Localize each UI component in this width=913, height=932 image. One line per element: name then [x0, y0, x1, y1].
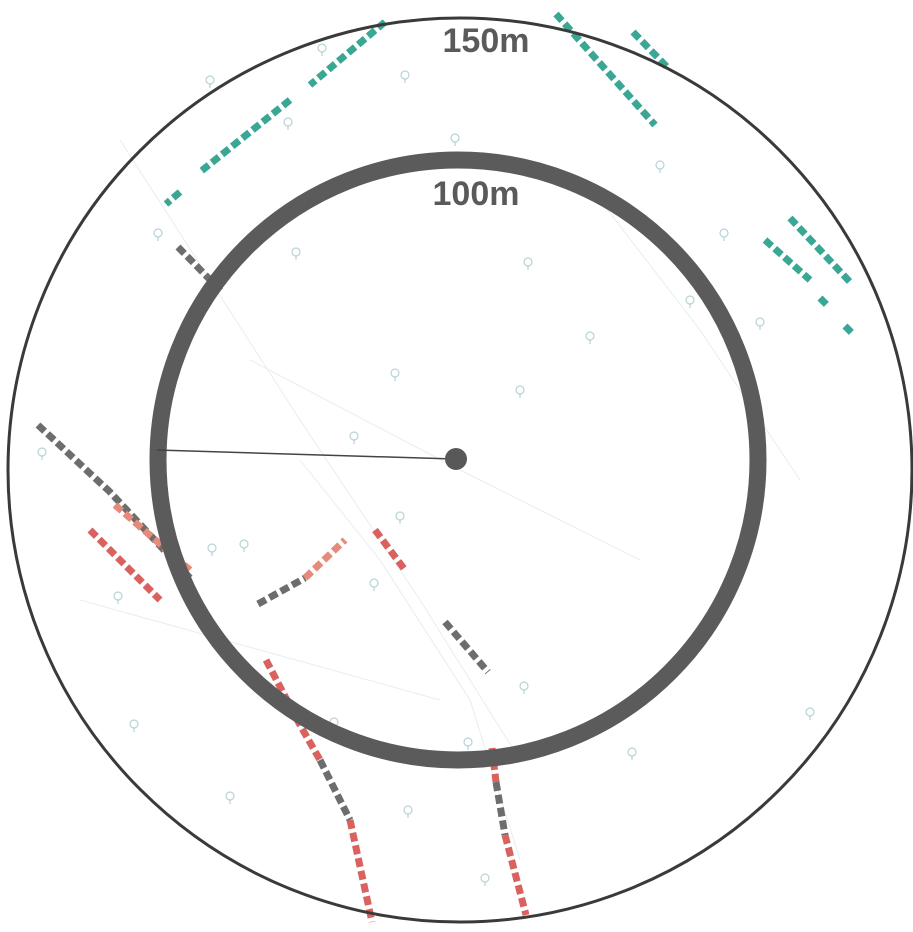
map-pin-icon [207, 543, 217, 556]
trail-teal [817, 295, 831, 309]
trail-gray [316, 758, 354, 822]
radius-ring-100m [149, 151, 767, 769]
trail-gray [492, 781, 509, 836]
map-pin-icon [349, 431, 359, 444]
trail-teal [762, 237, 813, 283]
trail-red [372, 527, 408, 573]
trail-gray [256, 574, 307, 608]
trail-salmon [302, 537, 348, 581]
street [79, 599, 441, 701]
map-pin-icon [655, 160, 665, 173]
street [249, 359, 641, 561]
trail-teal [553, 11, 658, 128]
trail-teal [307, 19, 388, 88]
trail-red [262, 658, 324, 762]
trail-teal [842, 323, 855, 336]
trail-teal [787, 215, 853, 285]
map-pin-icon [515, 385, 525, 398]
map-pin-icon [153, 228, 163, 241]
map-pin-icon [685, 295, 695, 308]
map-pin-icon [395, 511, 405, 524]
map-pin-icon [627, 747, 637, 760]
trail-teal [163, 189, 183, 207]
map-pin-icon [239, 539, 249, 552]
map-pin-icon [585, 331, 595, 344]
map-pin-icon [225, 791, 235, 804]
map-pin-icon [390, 368, 400, 381]
map-pin-icon [205, 75, 215, 88]
map-pin-icon [317, 43, 327, 56]
map-pin-icon [113, 591, 123, 604]
street [599, 199, 801, 481]
map-pin-icon [403, 805, 413, 818]
map-pin-icon [369, 578, 379, 591]
trail-teal [197, 97, 293, 175]
map-pin-icon [519, 681, 529, 694]
map-pin-icon [755, 317, 765, 330]
center-point[interactable] [445, 448, 467, 470]
map-pin-icon [291, 247, 301, 260]
radius-line [156, 449, 455, 460]
trail-teal [630, 29, 671, 71]
map-pin-icon [283, 117, 293, 130]
map-pin-icon [805, 707, 815, 720]
trail-red [87, 527, 163, 603]
ring-label-150m: 150m [443, 22, 530, 60]
trail-red [501, 834, 530, 916]
map-pin-icon [129, 719, 139, 732]
trail-gray [442, 619, 491, 675]
map-pin-icon [719, 228, 729, 241]
map-pin-icon [37, 447, 47, 460]
ring-label-100m: 100m [433, 175, 520, 213]
map-pin-icon [523, 257, 533, 270]
map-pin-icon [463, 737, 473, 750]
map-pin-icon [400, 70, 410, 83]
radius-ring-150m [6, 16, 913, 924]
trail-red [346, 819, 376, 923]
poi-layer [37, 43, 815, 886]
map-pin-icon [450, 133, 460, 146]
map-pin-icon [480, 873, 490, 886]
